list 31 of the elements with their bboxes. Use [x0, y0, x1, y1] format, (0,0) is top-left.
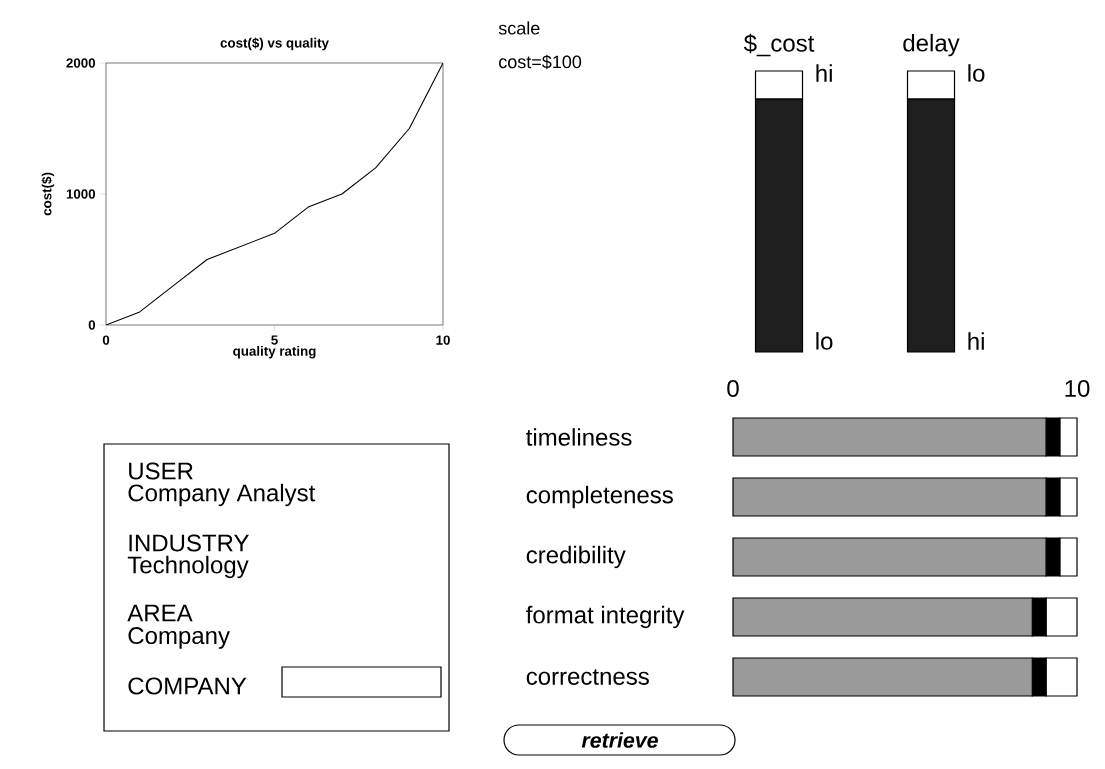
text: INDUSTRY	[129, 534, 249, 552]
y-tick-label: credibility	[526, 545, 626, 569]
x-tick-label: 10	[436, 335, 450, 345]
y-tick-label: 0	[88, 320, 96, 330]
y-tick-label: 2000	[66, 58, 96, 68]
text: retrieve	[581, 732, 658, 748]
annotation: lo	[816, 332, 833, 350]
y-tick-label: 1000	[66, 189, 96, 199]
text: cost=$100	[499, 54, 582, 70]
text: Technology	[127, 555, 249, 579]
chart-title: cost($) vs quality	[220, 37, 329, 51]
text: USER	[129, 462, 193, 480]
y-tick-label: correctness	[526, 669, 649, 685]
y-tick-label: timeliness	[526, 428, 632, 446]
x-tick-label: delay	[903, 33, 960, 57]
y-axis-title: cost($)	[41, 172, 55, 216]
text: scale	[498, 21, 540, 35]
text: AREA	[127, 604, 193, 622]
annotation: hi	[968, 332, 984, 350]
y-tick-label: completeness	[526, 485, 673, 509]
text: Company	[128, 627, 230, 649]
x-tick-label: 10	[1065, 379, 1090, 397]
x-tick-label: 0	[102, 335, 110, 345]
text: COMPANY	[128, 677, 247, 695]
x-tick-label: 5	[271, 335, 278, 345]
annotation: lo	[968, 64, 985, 82]
annotation: hi	[816, 64, 832, 82]
x-axis-title: quality rating	[233, 346, 316, 359]
x-tick-label: $_cost	[743, 33, 815, 57]
text: Company Analyst	[128, 483, 316, 507]
y-tick-label: format integrity	[526, 605, 685, 629]
